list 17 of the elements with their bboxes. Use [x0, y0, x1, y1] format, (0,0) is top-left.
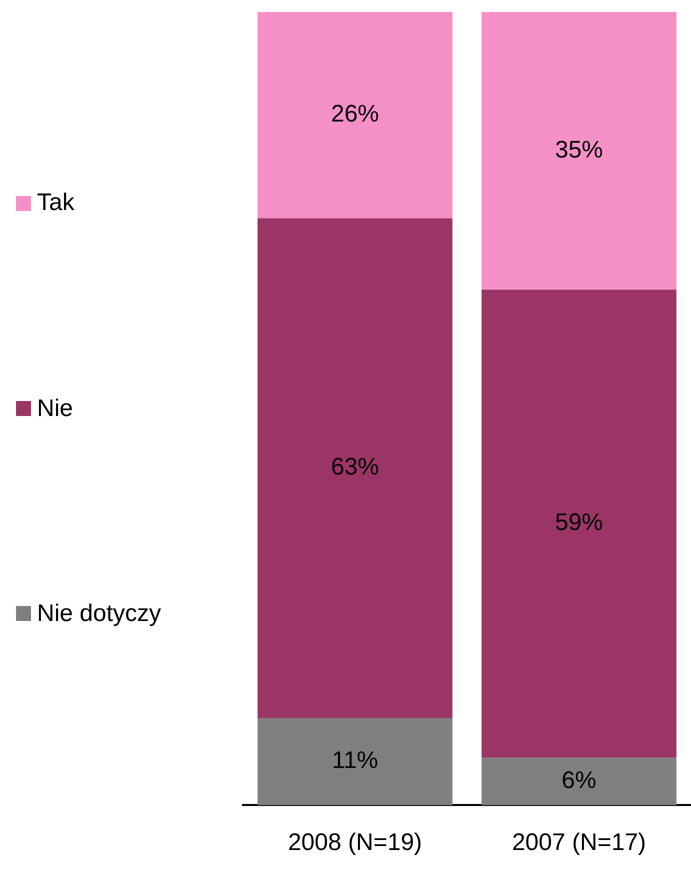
data-label: 6% [562, 767, 596, 794]
data-label: 63% [330, 454, 380, 481]
legend-label: Nie dotyczy [37, 600, 162, 628]
bar [482, 12, 676, 290]
bar [482, 758, 676, 806]
bar [258, 218, 452, 718]
bar [258, 12, 452, 218]
data-label: 35% [554, 136, 604, 164]
legend-label: Tak [37, 189, 74, 218]
data-label: 59% [554, 509, 604, 536]
bar [482, 290, 676, 758]
legend-label: Nie [37, 394, 74, 423]
bar [258, 718, 452, 806]
x-tick-label: 2008 (N=19) [288, 829, 422, 856]
x-tick-label: 2007 (N=17) [512, 829, 646, 856]
data-label: 11% [332, 747, 378, 774]
data-label: 26% [330, 100, 380, 128]
